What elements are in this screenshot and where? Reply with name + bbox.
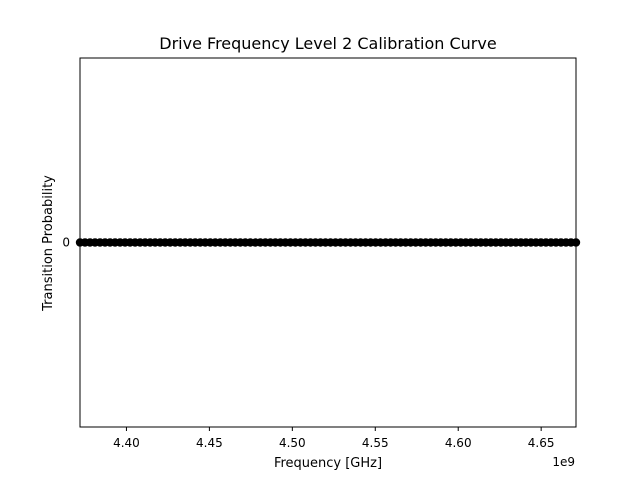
x-axis-label: Frequency [GHz] [274, 456, 382, 471]
x-tick-label: 4.45 [196, 436, 223, 450]
x-tick-label: 4.60 [445, 436, 472, 450]
x-axis-offset-label: 1e9 [552, 455, 575, 469]
y-axis-ticks: 0 [62, 236, 80, 250]
x-tick-label: 4.50 [279, 436, 306, 450]
x-axis-ticks: 4.40 4.45 4.50 4.55 4.60 4.65 [113, 427, 555, 450]
y-axis-label: Transition Probability [41, 175, 56, 312]
x-tick-label: 4.65 [528, 436, 555, 450]
data-points [75, 238, 581, 247]
chart-title: Drive Frequency Level 2 Calibration Curv… [159, 34, 496, 53]
x-tick-label: 4.40 [113, 436, 140, 450]
y-tick-label: 0 [62, 236, 70, 250]
x-tick-label: 4.55 [362, 436, 389, 450]
